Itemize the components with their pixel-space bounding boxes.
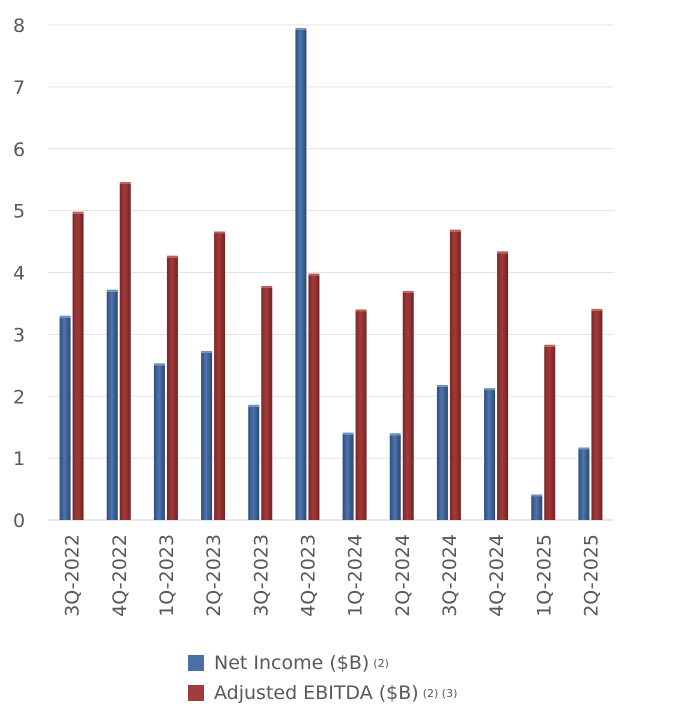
bar-cap-adjusted-ebitda-1Q-2023 <box>166 255 178 258</box>
bar-cap-net-income-2Q-2024 <box>389 433 401 436</box>
x-tick-label: 2Q-2024 <box>392 534 414 617</box>
bar-cap-adjusted-ebitda-1Q-2025 <box>544 344 556 347</box>
y-axis-ticks: 0 1 2 3 4 5 6 7 8 <box>13 15 25 532</box>
bar-adjusted-ebitda-2Q-2024 <box>402 292 414 520</box>
y-tick-label: 8 <box>13 15 25 37</box>
bar-adjusted-ebitda-4Q-2023 <box>308 275 320 520</box>
y-tick-label: 4 <box>13 263 25 285</box>
bar-cap-net-income-3Q-2023 <box>248 404 260 407</box>
bars <box>59 27 603 521</box>
bar-net-income-3Q-2023 <box>248 406 260 520</box>
x-tick-label: 3Q-2024 <box>439 534 461 617</box>
bar-net-income-3Q-2024 <box>436 386 448 520</box>
bar-adjusted-ebitda-1Q-2023 <box>166 257 178 520</box>
y-tick-label: 1 <box>13 448 25 470</box>
legend-swatch-adjusted-ebitda <box>188 685 204 701</box>
bar-net-income-4Q-2022 <box>106 291 118 520</box>
legend-label-adjusted-ebitda: Adjusted EBITDA ($B) <box>214 682 419 704</box>
bar-adjusted-ebitda-3Q-2023 <box>261 287 273 520</box>
bar-adjusted-ebitda-3Q-2022 <box>72 213 84 520</box>
bar-net-income-1Q-2024 <box>342 434 354 520</box>
bar-adjusted-ebitda-2Q-2025 <box>591 310 603 520</box>
bar-cap-net-income-1Q-2024 <box>342 432 354 435</box>
x-tick-label: 3Q-2023 <box>250 534 272 617</box>
x-tick-label: 3Q-2022 <box>62 534 84 617</box>
bar-cap-adjusted-ebitda-1Q-2024 <box>355 309 367 312</box>
y-tick-label: 2 <box>13 386 25 408</box>
x-tick-label: 4Q-2024 <box>486 534 508 617</box>
bar-cap-net-income-2Q-2025 <box>578 447 590 450</box>
x-tick-label: 1Q-2025 <box>533 534 555 617</box>
bar-cap-adjusted-ebitda-2Q-2023 <box>214 231 226 234</box>
bar-cap-adjusted-ebitda-2Q-2024 <box>402 290 414 293</box>
bar-cap-net-income-2Q-2023 <box>201 350 213 353</box>
bar-adjusted-ebitda-4Q-2024 <box>497 253 509 520</box>
bar-net-income-1Q-2025 <box>531 496 543 520</box>
y-tick-label: 0 <box>13 510 25 532</box>
bar-cap-adjusted-ebitda-4Q-2024 <box>497 251 509 254</box>
bar-net-income-4Q-2023 <box>295 29 307 520</box>
x-tick-label: 2Q-2023 <box>203 534 225 617</box>
legend-item-adjusted-ebitda: Adjusted EBITDA ($B) (2) (3) <box>188 678 457 708</box>
legend-note-net-income: (2) <box>373 656 389 670</box>
bar-cap-net-income-3Q-2024 <box>436 384 448 387</box>
bar-cap-adjusted-ebitda-3Q-2024 <box>449 229 461 232</box>
y-tick-label: 7 <box>13 77 25 99</box>
bar-adjusted-ebitda-1Q-2025 <box>544 346 556 520</box>
legend-note-adjusted-ebitda: (2) (3) <box>422 686 458 700</box>
bar-adjusted-ebitda-1Q-2024 <box>355 311 367 520</box>
bar-cap-adjusted-ebitda-2Q-2025 <box>591 308 603 311</box>
y-tick-label: 5 <box>13 201 25 223</box>
bar-cap-net-income-3Q-2022 <box>59 315 71 318</box>
legend-swatch-net-income <box>188 655 204 671</box>
bar-net-income-2Q-2025 <box>578 449 590 520</box>
x-tick-label: 4Q-2022 <box>109 534 131 617</box>
legend-label-net-income: Net Income ($B) <box>214 652 370 674</box>
x-tick-label: 1Q-2024 <box>345 534 367 617</box>
x-tick-label: 2Q-2025 <box>580 534 602 617</box>
bar-cap-net-income-1Q-2023 <box>153 363 165 366</box>
bar-cap-adjusted-ebitda-3Q-2022 <box>72 211 84 214</box>
x-tick-label: 1Q-2023 <box>156 534 178 617</box>
y-tick-label: 3 <box>13 324 25 346</box>
bar-cap-adjusted-ebitda-3Q-2023 <box>261 285 273 288</box>
legend-item-net-income: Net Income ($B) (2) <box>188 648 457 678</box>
bar-cap-net-income-4Q-2023 <box>295 27 307 30</box>
bar-net-income-2Q-2023 <box>201 352 213 520</box>
x-axis-ticks: 3Q-2022 4Q-2022 1Q-2023 2Q-2023 3Q-2023 4Q-20… <box>62 534 603 617</box>
bar-adjusted-ebitda-4Q-2022 <box>119 184 131 521</box>
bar-net-income-3Q-2022 <box>59 317 71 520</box>
legend: Net Income ($B) (2) Adjusted EBITDA ($B)… <box>188 648 457 708</box>
bar-cap-adjusted-ebitda-4Q-2022 <box>119 182 131 185</box>
bar-adjusted-ebitda-3Q-2024 <box>449 231 461 520</box>
x-tick-label: 4Q-2023 <box>297 534 319 617</box>
gridlines <box>48 24 614 521</box>
bar-net-income-1Q-2023 <box>153 365 165 520</box>
bar-net-income-2Q-2024 <box>389 435 401 520</box>
bar-cap-net-income-4Q-2022 <box>106 289 118 292</box>
bar-cap-net-income-1Q-2025 <box>531 494 543 497</box>
y-tick-label: 6 <box>13 139 25 161</box>
bar-adjusted-ebitda-2Q-2023 <box>214 233 226 521</box>
bar-net-income-4Q-2024 <box>484 390 496 520</box>
bar-cap-net-income-4Q-2024 <box>484 388 496 391</box>
bar-cap-adjusted-ebitda-4Q-2023 <box>308 273 320 276</box>
